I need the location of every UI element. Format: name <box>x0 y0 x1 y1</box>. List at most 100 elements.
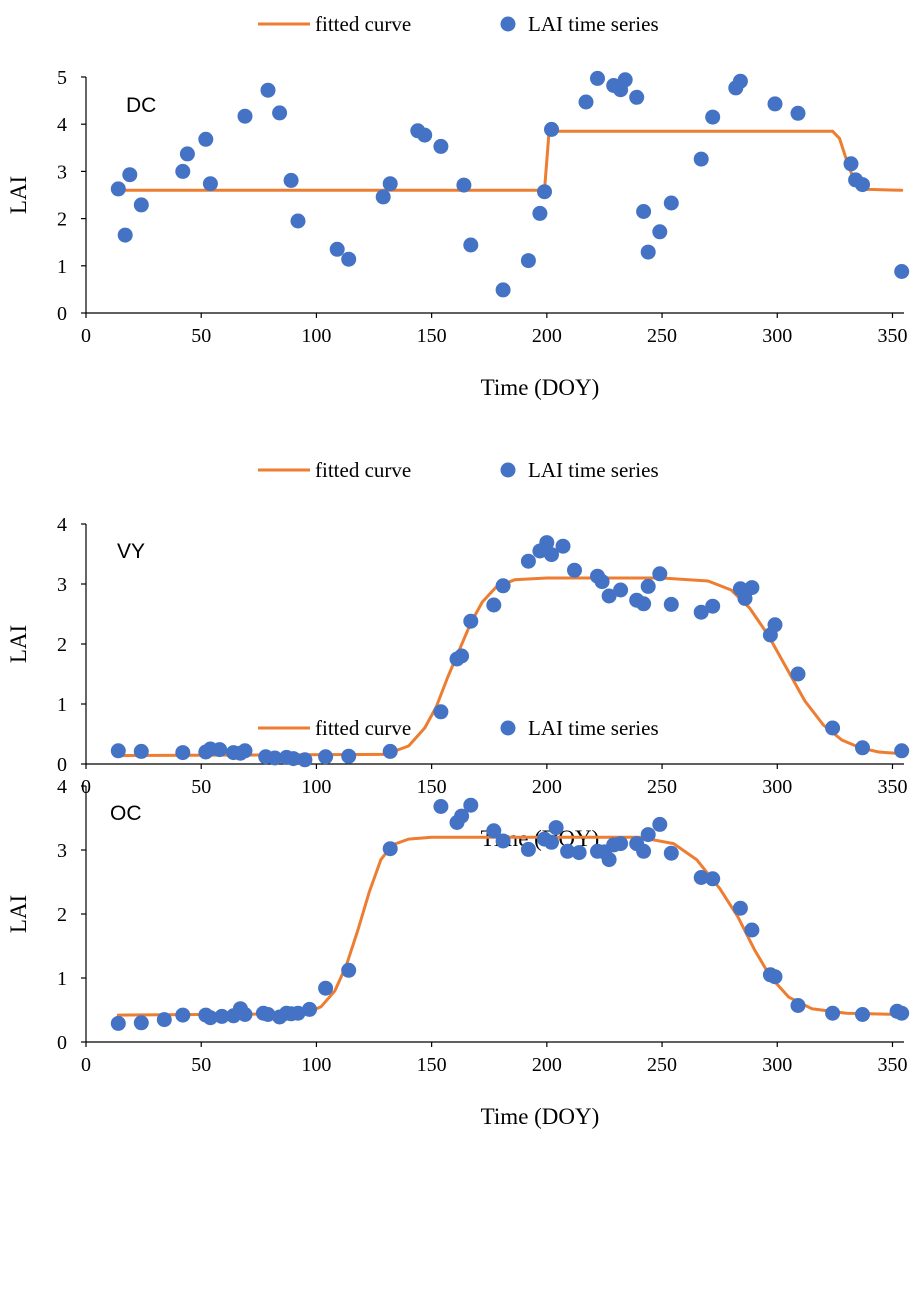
panel-2-y-tick-label: 1 <box>57 694 67 716</box>
panel-2-lai-point <box>341 748 357 764</box>
panel-2-lai-point <box>613 582 629 598</box>
panel-3-lai-point <box>613 836 629 852</box>
panel-2-x-tick-label: 150 <box>417 776 447 798</box>
panel-3-lai-point <box>237 1007 253 1022</box>
panel-1-lai-point <box>117 227 133 243</box>
panel-2-lai-point <box>110 743 126 759</box>
panel-3-lai-point <box>175 1007 191 1023</box>
panel-3-lai-point <box>454 808 470 824</box>
panel-1-x-tick-label: 250 <box>647 325 677 347</box>
panel-3-y-tick-label: 1 <box>57 968 67 990</box>
panel-3-x-tick-label: 250 <box>647 1054 677 1076</box>
panel-1-lai-point <box>272 105 288 121</box>
panel-3-lai-point <box>601 852 617 868</box>
panel-1-x-tick-label: 300 <box>762 325 792 347</box>
panel-2-lai-point <box>640 578 656 594</box>
panel-2-x-tick-label: 300 <box>762 776 792 798</box>
panel-2-lai-point <box>567 562 582 578</box>
panel-3-y-tick-label: 2 <box>57 904 67 926</box>
panel-3-lai-point <box>705 871 721 887</box>
panel-2-x-tick-label: 250 <box>647 776 677 798</box>
panel-1-lai-point <box>617 72 633 88</box>
panel-1-legend-line-label: fitted curve <box>315 12 411 36</box>
panel-3-legend-dot-label: LAI time series <box>528 716 659 740</box>
panel-1-lai-point <box>133 197 149 213</box>
panel-1-lai-point <box>237 108 253 124</box>
panel-1-y-tick-label: 0 <box>57 303 67 325</box>
panel-2-lai-point <box>555 538 571 554</box>
panel-2-lai-point <box>744 580 760 596</box>
panel-3-x-tick-label: 0 <box>81 1054 91 1076</box>
panel-3-legend-dot-swatch <box>500 720 516 736</box>
panel-3-y-axis-label: LAI <box>6 895 31 933</box>
panel-2-lai-point <box>693 604 709 620</box>
panel-2-lai-point <box>454 648 470 664</box>
panel-3-lai-point <box>744 922 760 938</box>
panel-2-lai-point <box>636 596 652 612</box>
panel-1-lai-point <box>202 176 218 192</box>
panel-3-panel-label: OC <box>110 802 142 825</box>
panel-3-lai-point <box>341 962 357 978</box>
panel-3-lai-point <box>133 1015 149 1031</box>
panel-1-lai-point <box>855 177 870 193</box>
panel-3-x-tick-label: 50 <box>191 1054 211 1076</box>
panel-2-lai-point <box>652 566 668 582</box>
panel-2-lai-point <box>594 574 610 590</box>
panel-3-lai-point <box>214 1008 230 1024</box>
panel-1-lai-point <box>629 89 645 105</box>
panel-3-y-tick-label: 0 <box>57 1032 67 1054</box>
panel-3-lai-point <box>520 841 536 857</box>
panel-3-lai-point <box>790 998 806 1013</box>
panel-2-panel-label: VY <box>117 540 145 563</box>
panel-3-lai-point <box>302 1001 317 1017</box>
panel-3-lai-point <box>825 1005 841 1021</box>
panel-3-lai-point <box>495 833 511 849</box>
panel-3-x-axis-label: Time (DOY) <box>481 1104 600 1129</box>
panel-1-lai-point <box>382 176 398 192</box>
panel-1-x-tick-label: 200 <box>532 325 562 347</box>
panel-3-lai-point <box>663 845 679 861</box>
panel-1-lai-point <box>894 264 910 279</box>
panel-3-lai-point <box>318 980 334 996</box>
panel-2-lai-point <box>544 547 559 563</box>
panel-1-lai-point <box>290 213 306 229</box>
panel-3-lai-point <box>548 820 564 836</box>
panel-3-lai-point <box>571 845 587 861</box>
panel-2-lai-point <box>318 749 334 765</box>
panel-2-legend-line-label: fitted curve <box>315 458 411 482</box>
panel-3-lai-point <box>290 1005 306 1021</box>
panel-3-lai-point <box>640 827 656 843</box>
panel-2-lai-point <box>663 596 679 612</box>
panel-2-lai-point <box>767 617 783 633</box>
panel-1-lai-point <box>732 73 748 89</box>
panel-2-lai-point <box>495 578 511 594</box>
panel-1-lai-point <box>456 177 472 193</box>
panel-1-x-tick-label: 0 <box>81 325 91 347</box>
panel-1-lai-point <box>375 189 391 205</box>
panel-2-lai-point <box>382 743 398 759</box>
panel-2-x-tick-label: 200 <box>532 776 562 798</box>
panel-1-lai-point <box>590 70 605 86</box>
panel-1-y-axis-label: LAI <box>6 176 31 214</box>
panel-3-lai-point <box>652 816 668 832</box>
panel-3-x-tick-label: 300 <box>762 1054 792 1076</box>
panel-2-lai-point <box>237 743 253 759</box>
panel-2-lai-point <box>601 588 617 604</box>
panel-3-lai-point <box>260 1007 276 1022</box>
panel-3-lai-point <box>693 870 709 885</box>
panel-1-panel-label: DC <box>126 94 156 117</box>
panel-2-lai-point <box>737 590 753 606</box>
panel-3-lai-point <box>433 799 449 814</box>
panel-1-lai-point <box>790 105 806 121</box>
panel-3-lai-point <box>544 834 559 850</box>
panel-2-lai-point <box>212 742 228 758</box>
panel-2-lai-point <box>463 613 479 629</box>
panel-2-lai-point <box>175 745 191 761</box>
panel-2-lai-point <box>297 752 313 768</box>
panel-1-lai-point <box>578 94 594 110</box>
panel-3-x-tick-label: 200 <box>532 1054 562 1076</box>
panel-1-lai-point <box>179 146 195 162</box>
panel-3-y-tick-label: 4 <box>57 776 67 798</box>
panel-3-legend-line-label: fitted curve <box>315 716 411 740</box>
